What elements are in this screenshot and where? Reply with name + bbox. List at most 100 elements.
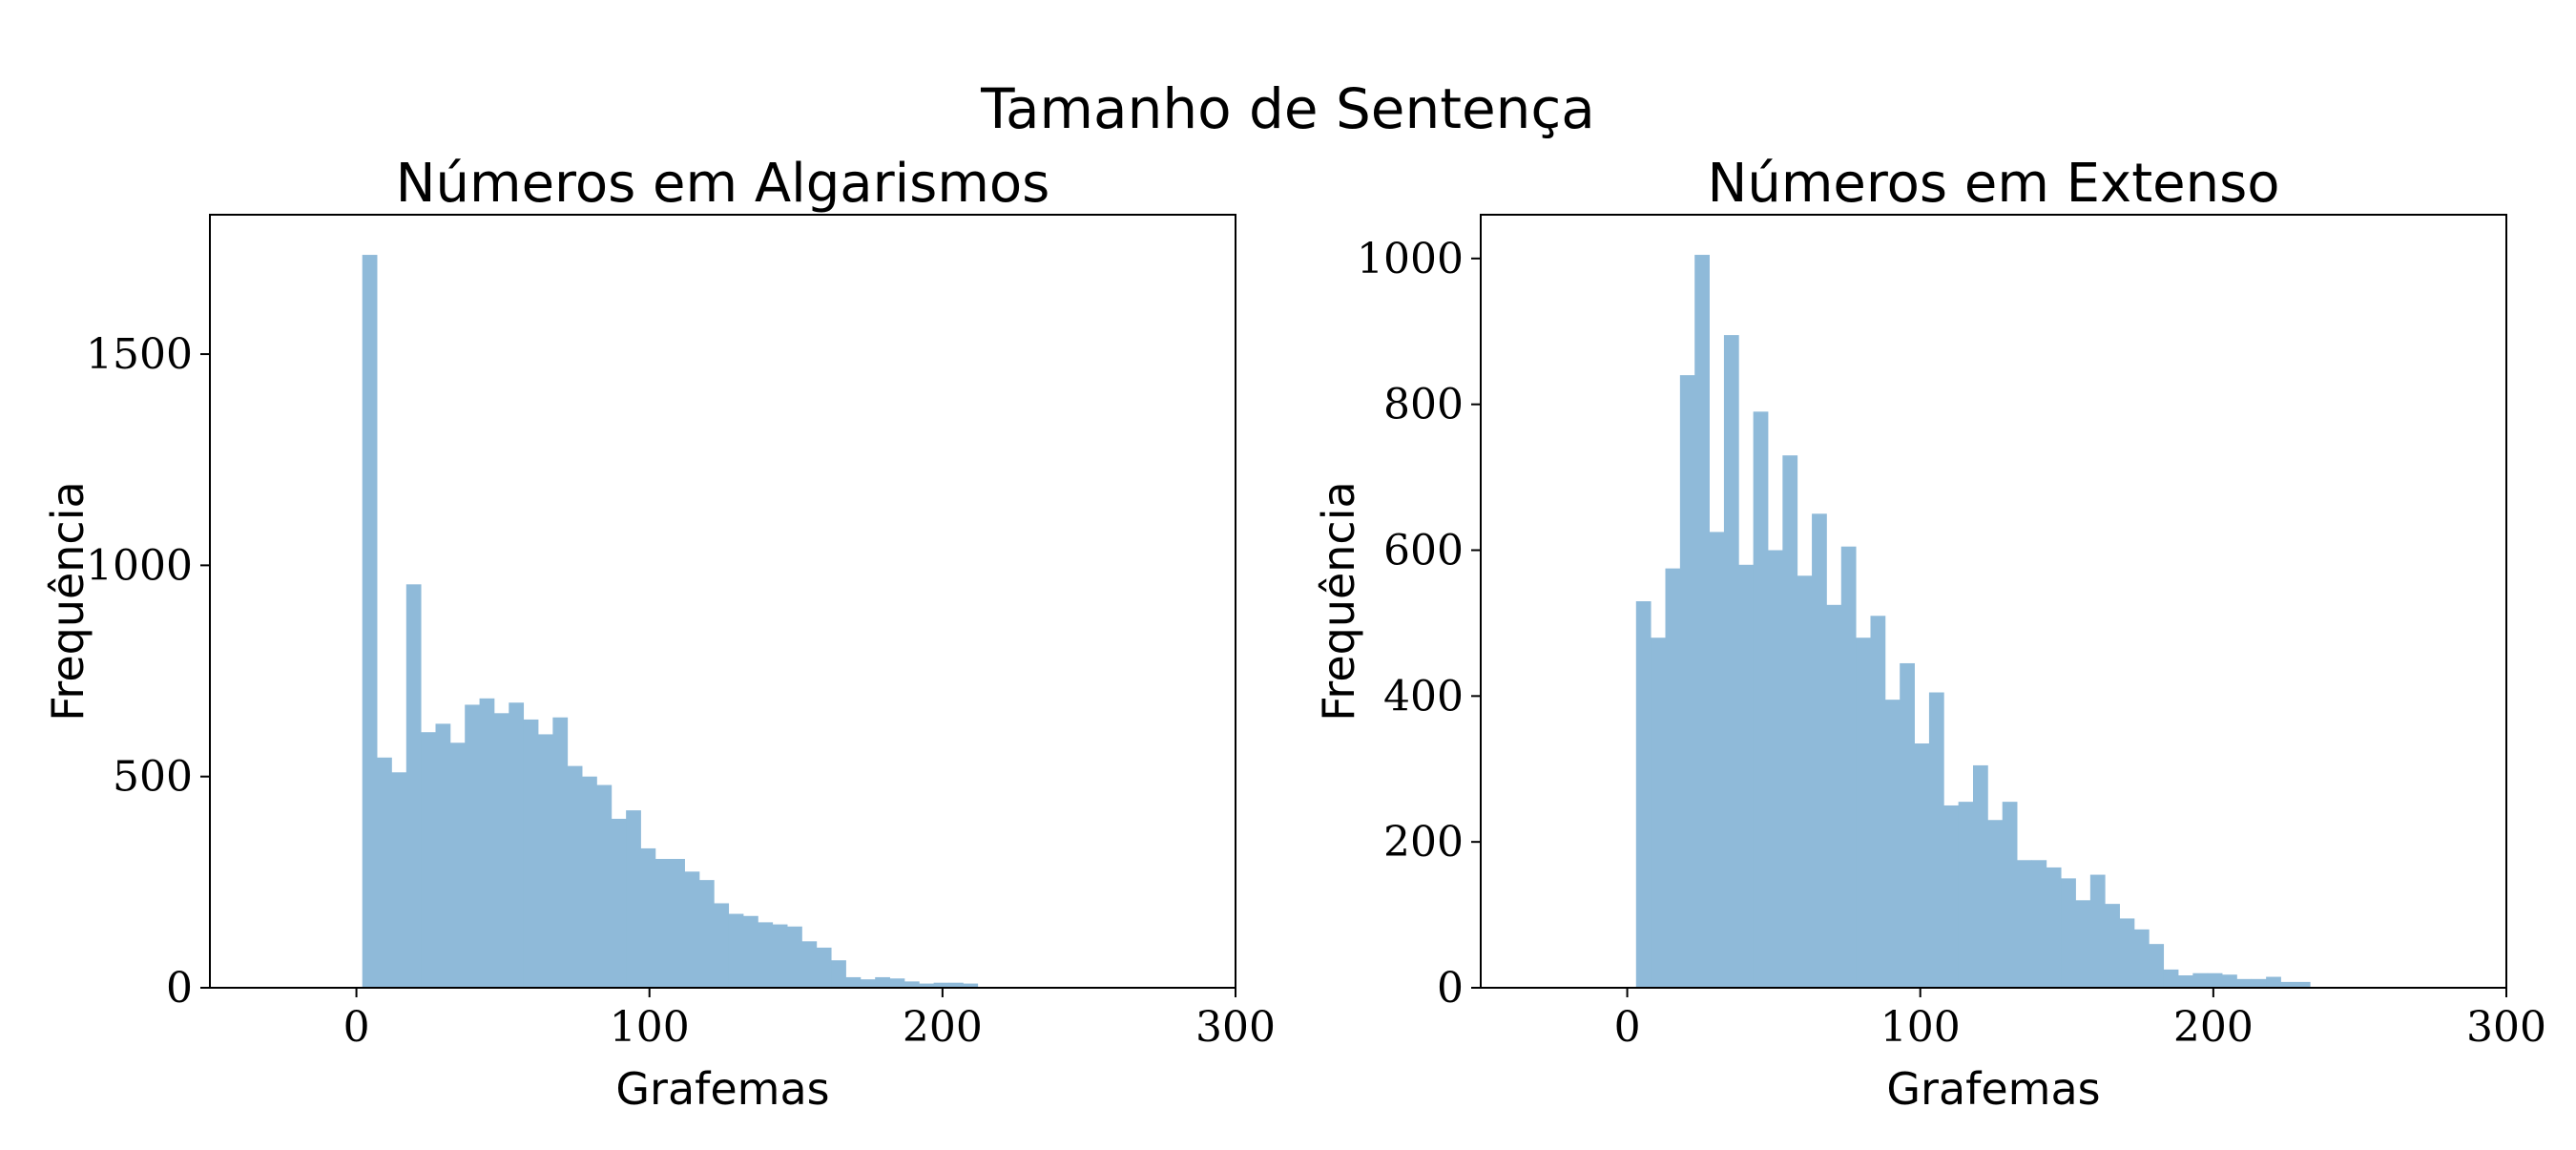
chart-2-bar <box>2089 874 2106 988</box>
chart-2-bar <box>1797 575 1813 988</box>
chart-1-bar <box>670 859 685 988</box>
chart-2-bar <box>2017 860 2032 988</box>
chart-1-bar <box>596 784 613 988</box>
chart-2-bar <box>1870 616 1886 988</box>
chart-1-bar <box>831 960 846 988</box>
chart-2-bar <box>1973 764 1988 988</box>
chart-1-bar <box>772 924 788 988</box>
chart-1-y-tick-label: 1000 <box>86 541 193 590</box>
chart-1-bar <box>509 702 525 988</box>
chart-1-x-tick-label: 300 <box>1195 1003 1276 1052</box>
chart-2-bar <box>1709 532 1725 988</box>
chart-2-y-tick-label: 600 <box>1383 527 1464 575</box>
chart-2-bar <box>1768 550 1783 988</box>
chart-2-bar <box>2075 900 2091 988</box>
chart-2-bar <box>1987 820 2004 988</box>
chart-1-bar <box>714 903 730 988</box>
chart-2-y-tick-label: 1000 <box>1357 235 1464 283</box>
chart-1-bar <box>405 584 422 988</box>
chart-2-y-axis-label: Frequência <box>1313 481 1364 721</box>
chart-1-bar <box>758 922 774 988</box>
chart-1-title: Números em Algarismos <box>396 153 1050 215</box>
chart-1-bar <box>889 978 905 988</box>
chart-2-bar <box>1694 255 1710 988</box>
chart-1-bar <box>933 982 949 988</box>
chart-2-x-tick-label: 100 <box>1880 1003 1961 1052</box>
chart-1-bar <box>904 981 920 988</box>
chart-2-y-tick-label: 800 <box>1383 381 1464 429</box>
chart-1-bar <box>465 704 480 988</box>
figure-title: Tamanho de Sentença <box>981 76 1595 141</box>
chart-2-bar <box>2280 981 2296 988</box>
chart-2-bar <box>1958 802 1974 988</box>
chart-2-bar <box>1900 662 1915 988</box>
chart-2-bar <box>1914 743 1930 988</box>
chart-1-bar <box>391 772 407 988</box>
chart-2-bar <box>1679 375 1695 988</box>
chart-1-bar <box>743 915 758 988</box>
chart-2-bar <box>1856 638 1871 988</box>
chart-1-bar <box>435 723 451 988</box>
chart-2-bar <box>2105 904 2120 988</box>
chart-1-bar <box>582 776 597 988</box>
chart-1-bar <box>801 941 818 988</box>
chart-2-bar <box>2222 974 2237 988</box>
chart-2-bar <box>1723 335 1739 988</box>
chart-2-bar <box>1928 692 1944 988</box>
chart-1-bar <box>860 979 876 988</box>
chart-2-bar <box>1753 411 1769 988</box>
chart-2-x-tick-label: 0 <box>1614 1003 1641 1052</box>
chart-1-x-tick-label: 0 <box>343 1003 370 1052</box>
chart-1-bar <box>728 913 744 988</box>
chart-1-bar <box>377 757 392 988</box>
chart-1-bar <box>654 859 671 988</box>
chart-1-bar <box>567 765 583 988</box>
chart-2-bar <box>2266 976 2281 988</box>
chart-2-x-tick-label: 300 <box>2466 1003 2546 1052</box>
chart-1-bar <box>493 713 509 988</box>
chart-1-y-axis-label: Frequência <box>42 481 93 721</box>
chart-2-bar <box>2178 975 2193 988</box>
chart-1-x-axis-label: Grafemas <box>615 1063 829 1115</box>
chart-1-bar <box>684 871 700 988</box>
chart-2-bar <box>2163 969 2179 988</box>
chart-1-x-tick-label: 200 <box>903 1003 983 1052</box>
chart-2-bar <box>2046 867 2062 988</box>
chart-2-bar <box>1651 638 1666 988</box>
chart-2-x-axis-label: Grafemas <box>1886 1063 2100 1115</box>
chart-1-bar <box>611 818 627 988</box>
chart-2-bar <box>1782 455 1798 988</box>
chart-2-bar <box>1635 601 1652 988</box>
chart-1-bar <box>698 880 715 988</box>
chart-2-bar <box>2119 918 2135 988</box>
chart-2-y-tick-label: 400 <box>1383 672 1464 721</box>
chart-1-bar <box>626 810 641 988</box>
chart-2-bar <box>1943 805 1960 988</box>
chart-2-bar <box>1738 564 1755 988</box>
chart-2-bar <box>2236 978 2253 988</box>
chart-2-bar <box>2002 802 2018 988</box>
chart-1-y-tick-label: 1500 <box>86 330 193 379</box>
chart-2-title: Números em Extenso <box>1707 153 2279 215</box>
chart-2-bar <box>2149 944 2165 988</box>
chart-2-y-tick-label: 0 <box>1437 964 1464 1013</box>
chart-1-bar <box>816 947 832 988</box>
chart-1-bar <box>538 734 553 988</box>
chart-1-bar <box>845 976 862 988</box>
chart-1-bar <box>523 719 539 988</box>
chart-2-bar <box>2251 978 2267 988</box>
chart-2-bar <box>2031 860 2047 988</box>
chart-2-bar <box>1812 513 1827 988</box>
chart-2-bar <box>2295 981 2311 988</box>
chart-2-bar <box>1826 604 1842 988</box>
chart-2-bar <box>1884 700 1901 988</box>
chart-1-bar <box>479 698 495 988</box>
chart-1-bar <box>948 982 964 988</box>
chart-1-bar <box>552 717 569 988</box>
chart-1-bar <box>963 983 979 988</box>
chart-2-bar <box>2133 929 2150 988</box>
chart-2-bar <box>2061 878 2076 988</box>
chart-2-x-tick-label: 200 <box>2173 1003 2254 1052</box>
